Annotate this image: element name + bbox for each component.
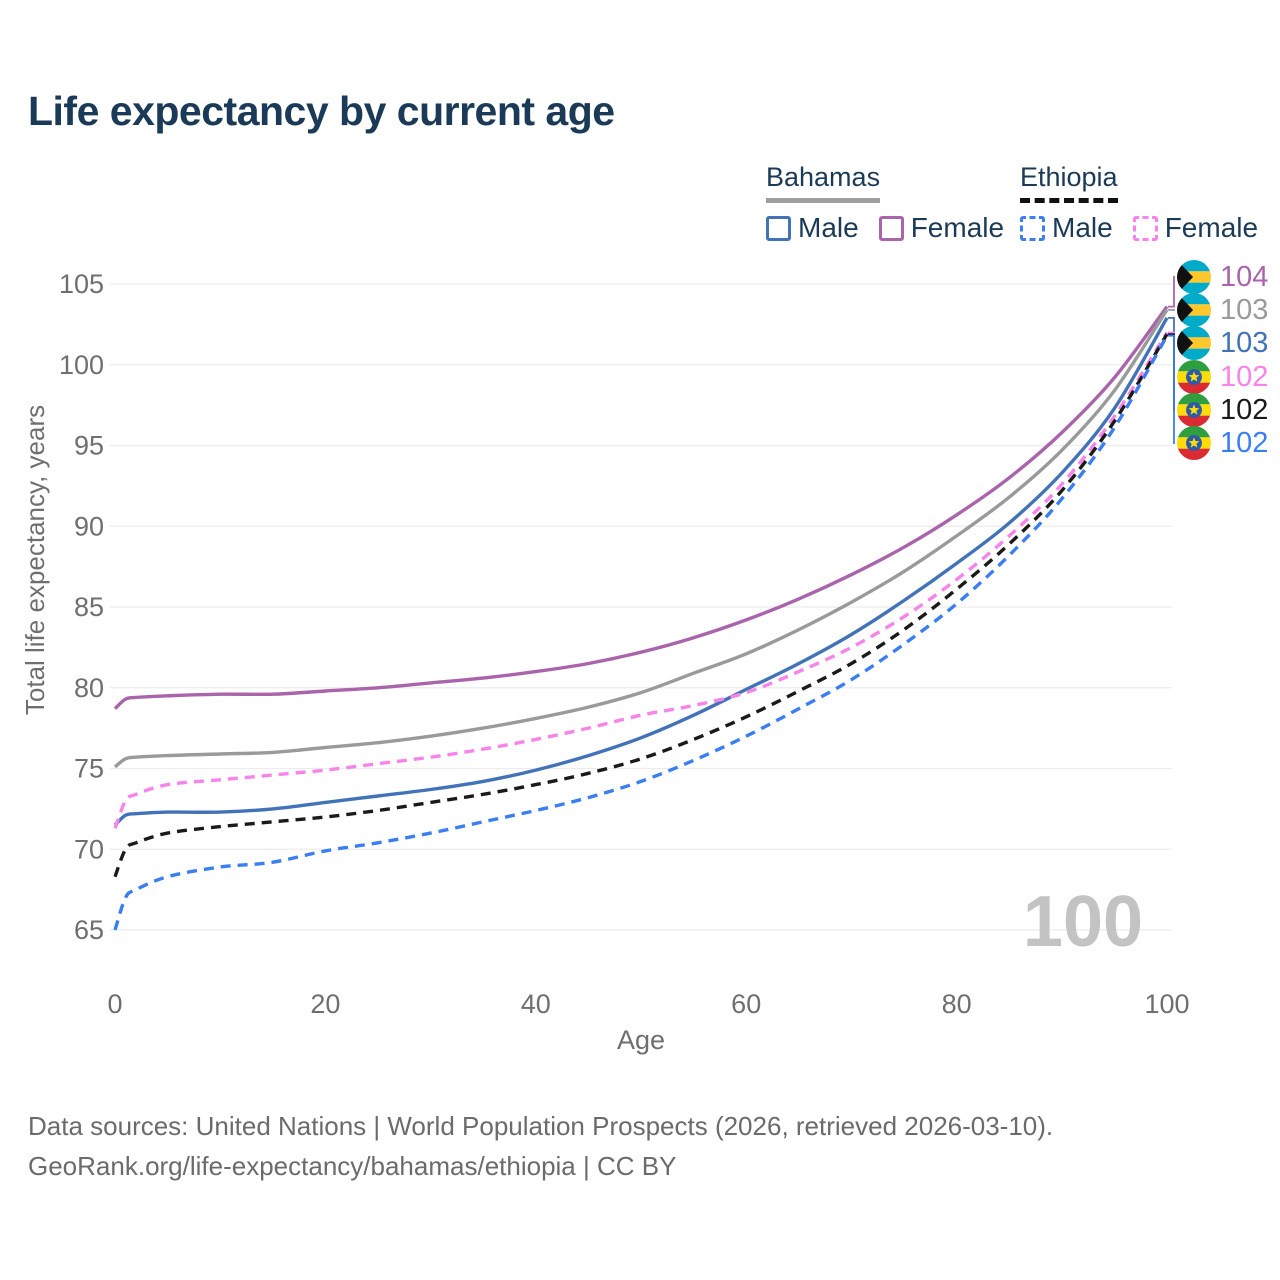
ethiopia-male-swatch [1020,215,1045,241]
legend-country-bahamas[interactable]: Bahamas [766,162,881,203]
series-lines [113,305,1169,931]
legend-label-male: Male [798,212,859,243]
ethiopia-flag-icon [1177,393,1211,427]
end-value: 102 [1220,426,1269,459]
legend-item-bahamas-female[interactable]: Female [878,212,1005,244]
leader-line [1168,334,1175,444]
y-tick-label: 65 [74,915,104,945]
legend-label-female: Female [1164,212,1259,243]
series-line-ethiopia-female[interactable] [113,331,1169,829]
legend-row-bahamas: Male Female [766,212,1004,244]
legend-label-male: Male [1052,212,1113,243]
ethiopia-flag-icon [1177,360,1211,394]
footer-attribution: GeoRank.org/life-expectancy/bahamas/ethi… [28,1151,677,1181]
x-tick-label: 0 [107,989,122,1019]
end-label-row: 104 [1177,260,1268,294]
end-value: 103 [1220,326,1269,359]
y-axis-title: Total life expectancy, years [20,405,50,715]
end-value: 104 [1220,260,1269,293]
bahamas-female-swatch [878,215,904,241]
x-tick-label: 100 [1144,989,1189,1019]
age-watermark: 100 [1023,882,1143,962]
ethiopia-female-swatch [1132,215,1158,241]
end-label-row: 102 [1177,426,1268,460]
end-label-row: 103 [1177,326,1268,360]
y-tick-label: 95 [74,431,104,461]
y-tick-label: 70 [74,834,104,864]
axis-ticks: 65 70 75 80 85 90 95 100 105 0 20 40 60 80 100 [59,269,1190,1019]
x-tick-label: 60 [731,989,761,1019]
legend-group-bahamas: Bahamas Male Female [766,162,1004,244]
y-tick-label: 75 [74,754,104,784]
gridlines [110,283,1172,931]
end-value: 102 [1220,393,1269,426]
y-tick-label: 85 [74,592,104,622]
y-tick-label: 80 [74,673,104,703]
x-tick-label: 80 [942,989,972,1019]
x-tick-label: 40 [521,989,551,1019]
x-axis-title: Age [617,1025,665,1055]
end-label-row: 102 [1177,360,1268,394]
legend-country-ethiopia[interactable]: Ethiopia [1020,162,1118,203]
footer: Data sources: United Nations | World Pop… [28,1106,1053,1186]
series-line-ethiopia-male[interactable] [113,334,1169,931]
legend-item-ethiopia-female[interactable]: Female [1132,212,1259,244]
leader-line [1168,276,1175,308]
page-title: Life expectancy by current age [28,88,615,134]
y-tick-label: 105 [59,269,104,299]
bahamas-male-swatch [766,215,791,241]
legend-label-female: Female [910,212,1005,243]
series-line-bahamas-female[interactable] [113,305,1169,710]
end-label-row: 103 [1177,293,1268,327]
legend-item-ethiopia-male[interactable]: Male [1020,212,1113,244]
y-tick-label: 90 [74,511,104,541]
end-value: 103 [1220,293,1269,326]
legend-row-ethiopia: Male Female [1020,212,1258,244]
leader-lines [1168,276,1175,444]
legend-group-ethiopia: Ethiopia Male Female [1020,162,1258,244]
series-line-bahamas-male[interactable] [113,317,1169,827]
x-tick-label: 20 [310,989,340,1019]
series-line-ethiopia-both-sexes[interactable] [113,333,1169,878]
end-value: 102 [1220,360,1269,393]
ethiopia-flag-icon [1177,426,1211,460]
footer-sources: Data sources: United Nations | World Pop… [28,1111,1054,1141]
series-line-bahamas-both-sexes[interactable] [113,308,1169,769]
bahamas-flag-icon [1177,293,1211,327]
legend-item-bahamas-male[interactable]: Male [766,212,859,244]
y-tick-label: 100 [59,350,104,380]
bahamas-flag-icon [1177,260,1211,294]
bahamas-flag-icon [1177,326,1211,360]
end-label-row: 102 [1177,393,1268,427]
